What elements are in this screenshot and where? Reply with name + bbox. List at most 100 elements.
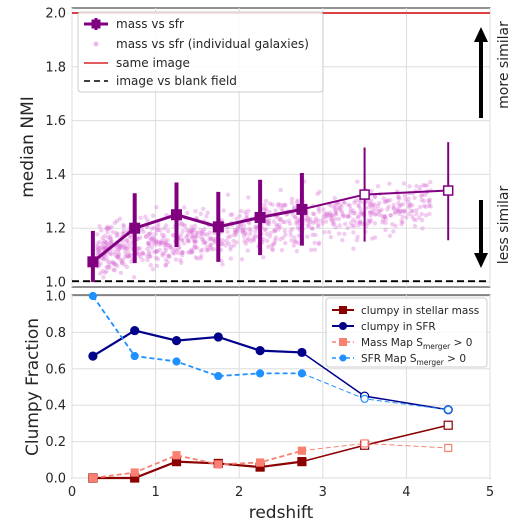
individual-galaxy-point <box>145 257 150 263</box>
individual-galaxy-point <box>316 218 321 223</box>
individual-galaxy-point <box>128 252 133 258</box>
individual-galaxy-point <box>204 214 209 219</box>
individual-galaxy-point <box>283 232 288 237</box>
bottom-series-lines <box>88 291 453 483</box>
individual-galaxy-point <box>292 214 298 220</box>
individual-galaxy-point <box>345 213 351 219</box>
individual-galaxy-point <box>295 222 300 227</box>
individual-galaxy-point <box>383 199 389 205</box>
individual-galaxy-point <box>159 240 164 245</box>
individual-galaxy-point <box>372 221 378 226</box>
individual-galaxy-point <box>315 222 321 228</box>
individual-galaxy-point <box>170 232 175 238</box>
individual-galaxy-point <box>104 242 110 247</box>
individual-galaxy-point <box>141 251 146 257</box>
individual-galaxy-point <box>350 217 356 223</box>
individual-galaxy-point <box>420 192 425 198</box>
individual-galaxy-point <box>393 209 398 215</box>
individual-galaxy-point <box>291 204 297 210</box>
individual-galaxy-point <box>417 204 423 210</box>
individual-galaxy-point <box>359 210 364 215</box>
individual-galaxy-point <box>419 217 425 223</box>
individual-galaxy-point <box>104 226 109 231</box>
individual-galaxy-point <box>204 244 210 250</box>
bottom-legend: clumpy in stellar mass clumpy in SFR Mas… <box>325 297 488 368</box>
individual-galaxy-point <box>372 194 378 199</box>
individual-galaxy-point <box>279 206 284 211</box>
individual-galaxy-point <box>338 202 343 208</box>
individual-galaxy-point <box>347 203 353 208</box>
individual-galaxy-point <box>194 230 200 235</box>
individual-galaxy-point <box>426 198 431 203</box>
individual-galaxy-point <box>172 247 178 252</box>
bottom-series-point <box>130 325 140 336</box>
individual-galaxy-point <box>192 239 197 245</box>
legend-mass-map-label: Mass Map Smerger > 0 <box>361 337 472 351</box>
individual-galaxy-point <box>118 270 124 275</box>
individual-galaxy-point <box>192 239 198 244</box>
individual-galaxy-point <box>110 229 116 235</box>
individual-galaxy-point <box>146 251 151 257</box>
individual-galaxy-point <box>420 226 425 231</box>
individual-galaxy-point <box>411 216 416 222</box>
individual-galaxy-point <box>119 242 124 248</box>
individual-galaxy-point <box>246 208 251 214</box>
individual-galaxy-point <box>154 248 160 254</box>
individual-galaxy-point <box>353 198 358 203</box>
mass-sfr-point <box>171 209 182 221</box>
individual-galaxy-point <box>309 226 315 231</box>
individual-galaxy-point <box>104 265 109 270</box>
individual-galaxy-point <box>147 231 152 237</box>
individual-galaxy-point <box>108 252 113 257</box>
individual-galaxy-point <box>113 261 119 267</box>
individual-galaxy-point <box>138 215 143 221</box>
individual-galaxy-point <box>112 252 118 258</box>
individual-galaxy-point <box>235 223 241 229</box>
individual-galaxy-point <box>154 263 160 268</box>
top-y-tick-label: 1.2 <box>45 222 66 237</box>
individual-galaxy-point <box>100 235 105 241</box>
bottom-y-tick-label: 0.8 <box>45 326 66 341</box>
individual-galaxy-point <box>186 239 191 244</box>
individual-galaxy-point <box>208 242 213 247</box>
bottom-series-point <box>130 468 139 477</box>
individual-galaxy-point <box>333 212 339 217</box>
individual-galaxy-point <box>195 256 200 261</box>
individual-galaxy-point <box>116 253 121 258</box>
individual-galaxy-point <box>179 238 185 243</box>
individual-galaxy-point <box>195 231 200 236</box>
individual-galaxy-point <box>228 247 233 252</box>
individual-galaxy-point <box>154 249 159 254</box>
individual-galaxy-point <box>329 218 334 223</box>
individual-galaxy-point <box>180 249 185 255</box>
individual-galaxy-point <box>118 243 124 249</box>
individual-galaxy-point <box>263 206 269 212</box>
individual-galaxy-point <box>315 191 320 197</box>
individual-galaxy-point <box>224 238 229 244</box>
individual-galaxy-point <box>247 227 252 232</box>
individual-galaxy-point <box>202 227 207 232</box>
individual-galaxy-point <box>410 214 415 219</box>
x-tick-labels: 0 1 2 3 4 5 <box>68 485 494 500</box>
individual-galaxy-point <box>163 223 169 228</box>
individual-galaxy-point <box>122 243 127 248</box>
bottom-series-point <box>88 473 98 483</box>
individual-galaxy-point <box>294 200 300 205</box>
down-arrow-icon <box>474 253 488 268</box>
individual-galaxy-point <box>422 183 428 188</box>
individual-galaxy-point <box>296 240 301 246</box>
individual-galaxy-point <box>199 253 204 259</box>
individual-galaxy-point <box>291 243 296 248</box>
individual-galaxy-point <box>117 244 122 250</box>
individual-galaxy-point <box>166 254 171 259</box>
individual-galaxy-point <box>308 247 314 252</box>
individual-galaxy-point <box>95 246 101 252</box>
individual-galaxy-point <box>275 224 280 229</box>
individual-galaxy-point <box>243 209 248 215</box>
individual-galaxy-point <box>226 241 232 246</box>
individual-galaxy-point <box>322 212 327 217</box>
individual-galaxy-point <box>137 235 143 240</box>
individual-galaxy-point <box>276 216 281 221</box>
individual-galaxy-point <box>97 224 102 229</box>
individual-galaxy-point <box>198 248 204 254</box>
